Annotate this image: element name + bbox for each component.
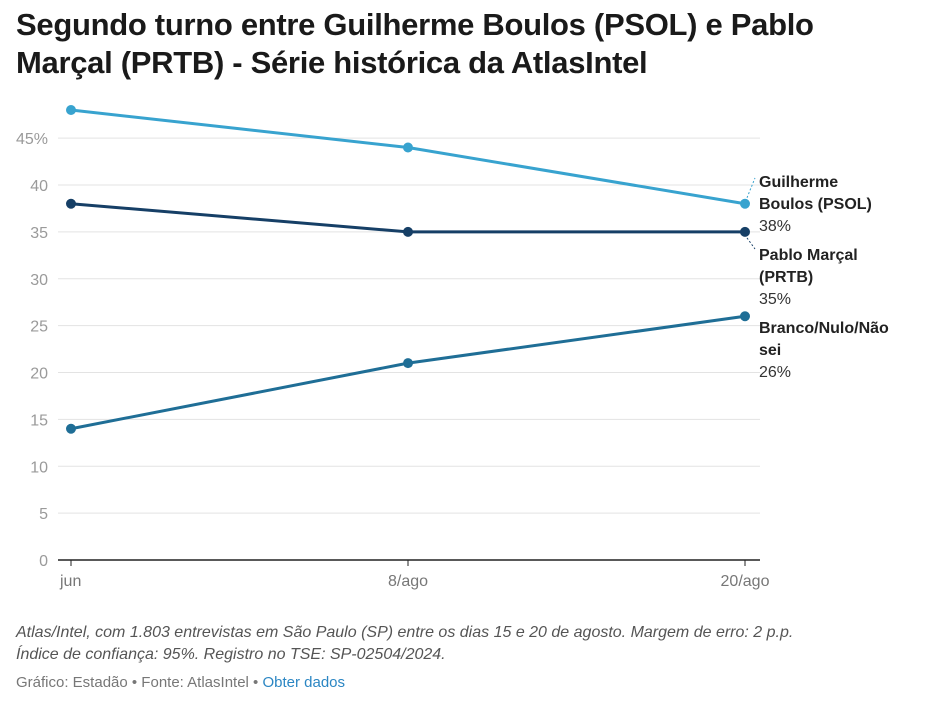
data-point (66, 105, 76, 115)
series-points (66, 105, 750, 434)
y-axis-ticks: 0 5 10 15 20 25 30 35 40 45% (16, 131, 48, 570)
credits: Gráfico: Estadão • Fonte: AtlasIntel • O… (16, 674, 345, 691)
series-value-label: 26% (759, 364, 791, 381)
data-point (403, 226, 413, 237)
x-tick-label: 20/ago (721, 573, 770, 590)
series-lines (70, 108, 746, 431)
y-tick-label: 0 (39, 553, 48, 570)
series-labels: Guilherme Boulos (PSOL) 38% Pablo Marçal (PR… (746, 174, 889, 381)
x-axis-ticks: jun 8/ago 20/ago (59, 560, 770, 590)
data-point (403, 358, 413, 369)
data-point (403, 142, 413, 153)
methodology-note: Atlas/Intel, com 1.803 entrevistas em Sã… (16, 622, 916, 666)
get-data-link[interactable]: Obter dados (262, 674, 346, 691)
y-tick-label: 15 (30, 412, 48, 429)
series-name-label: Boulos (PSOL) (759, 196, 872, 213)
y-tick-label: 40 (30, 178, 48, 195)
series-name-label: sei (759, 342, 781, 359)
x-tick-label: jun (59, 573, 81, 590)
series-name-label: Pablo Marçal (759, 247, 858, 264)
y-tick-label: 30 (30, 272, 48, 289)
data-point (740, 226, 750, 237)
chart-title: Segundo turno entre Guilherme Boulos (PS… (16, 7, 814, 80)
series-value-label: 38% (759, 218, 791, 235)
label-leader (746, 237, 756, 250)
y-tick-label: 5 (39, 506, 48, 523)
series-name-label: Branco/Nulo/Não (759, 320, 889, 337)
note-line-1: Atlas/Intel, com 1.803 entrevistas em Sã… (16, 624, 794, 641)
gridlines (58, 137, 760, 561)
data-point (740, 198, 750, 209)
data-point (740, 311, 750, 322)
data-point (66, 198, 76, 209)
y-tick-label: 35 (30, 225, 48, 242)
x-tick-label: 8/ago (388, 573, 428, 590)
y-tick-label: 20 (30, 366, 48, 383)
credits-text: Gráfico: Estadão • Fonte: AtlasIntel • (16, 674, 259, 691)
series-name-label: (PRTB) (759, 269, 813, 286)
series-name-label: Guilherme (759, 174, 838, 191)
y-tick-label: 45% (16, 131, 48, 148)
series-value-label: 35% (759, 291, 791, 308)
y-tick-label: 25 (30, 319, 48, 336)
note-line-2: Índice de confiança: 95%. Registro no TS… (16, 646, 446, 663)
data-point (66, 423, 76, 434)
series-line (70, 108, 746, 206)
label-leader (746, 177, 756, 198)
y-tick-label: 10 (30, 459, 48, 476)
